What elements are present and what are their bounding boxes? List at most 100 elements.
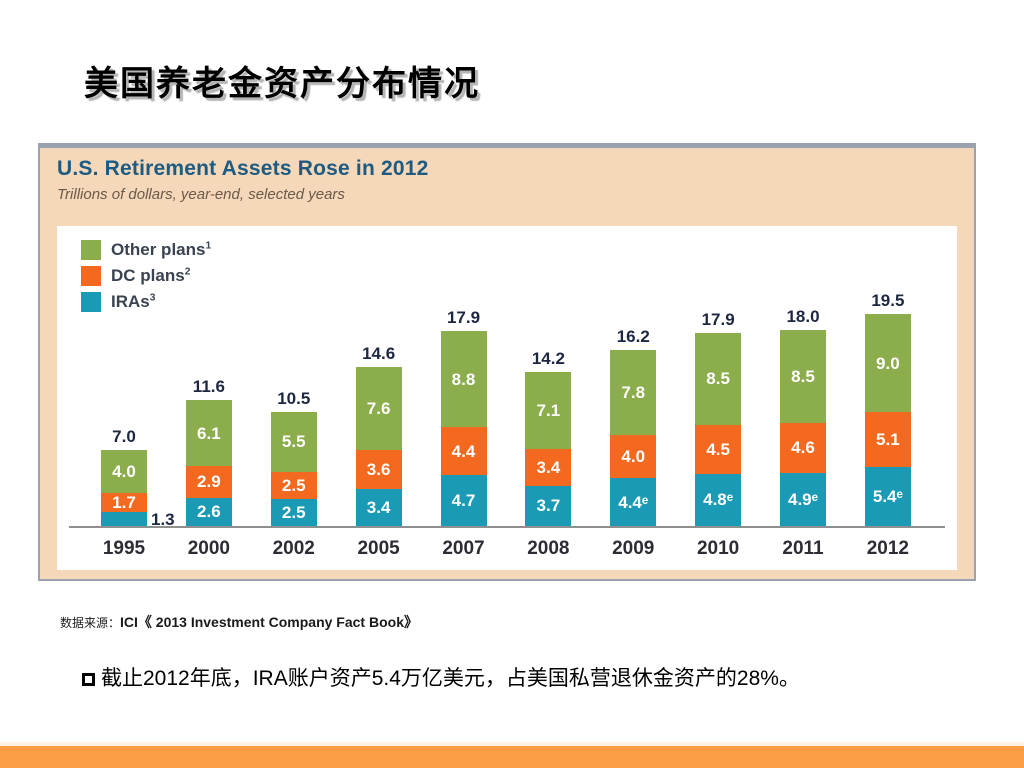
legend-swatch-other-plans <box>81 240 101 260</box>
chart-plot-area: Other plans1 DC plans2 IRAs3 7.0 4.0 1.7 1.3 1… <box>57 226 957 570</box>
year-label-1995: 1995 <box>102 538 146 559</box>
bar-stack-2002: 5.5 2.5 2.5 <box>270 411 317 526</box>
segment-value-label: 4.7 <box>451 490 476 510</box>
segment-value-label: 4.0 <box>621 446 646 466</box>
bar-segment-dc-plans-2012: 5.1 <box>864 411 911 468</box>
total-label-2011: 18.0 <box>786 307 820 327</box>
footer-accent-bar <box>0 742 1024 768</box>
segment-value-label: 7.1 <box>536 400 561 420</box>
total-label-2000: 11.6 <box>192 376 225 396</box>
total-label-2010: 17.9 <box>701 309 735 329</box>
total-label-2009: 16.2 <box>616 326 650 346</box>
segment-value-label: 4.4ᵉ <box>618 492 649 512</box>
bar-stack-2007: 8.8 4.4 4.7 <box>440 331 487 526</box>
bar-segment-other-plans-2011: 8.5 <box>780 330 826 423</box>
slide-title: 美国养老金资产分布情况 <box>84 64 480 104</box>
legend-item-iras: IRAs3 <box>81 292 211 312</box>
total-label-2007: 17.9 <box>446 308 481 328</box>
segment-value-label: 3.4 <box>536 457 561 477</box>
segment-value-label: 3.4 <box>366 498 391 517</box>
bar-segment-iras-2002: 2.5 <box>270 498 317 526</box>
year-cell-1995: 1995 <box>101 538 147 560</box>
segment-value-label: 1.3 <box>151 510 175 529</box>
segment-value-label: 4.9ᵉ <box>787 489 819 509</box>
year-label-2012: 2012 <box>866 538 910 559</box>
bar-segment-other-plans-2010: 8.5 <box>695 332 742 425</box>
year-label-2000: 2000 <box>187 538 231 559</box>
year-cell-2011: 2011 <box>780 538 826 560</box>
total-label-2008: 14.2 <box>531 348 565 368</box>
segment-value-label: 2.6 <box>197 502 221 522</box>
segment-value-label: 2.9 <box>197 472 221 492</box>
total-label-2012: 19.5 <box>871 291 905 311</box>
bar-segment-dc-plans-2008: 3.4 <box>525 448 572 486</box>
segment-value-label: 2.5 <box>281 502 306 522</box>
bar-column-2010: 17.9 8.5 4.5 4.8ᵉ <box>695 309 742 526</box>
segment-value-label: 2.5 <box>281 475 306 495</box>
bar-segment-other-plans-2008: 7.1 <box>525 371 572 449</box>
bar-segment-dc-plans-2009: 4.0 <box>610 434 657 479</box>
year-cell-2007: 2007 <box>441 538 487 560</box>
segment-value-label: 8.5 <box>706 369 730 389</box>
bar-segment-iras-2010: 4.8ᵉ <box>695 473 742 526</box>
chart-legend: Other plans1 DC plans2 IRAs3 <box>81 240 211 318</box>
legend-label-iras: IRAs3 <box>111 292 156 311</box>
x-axis-line <box>69 526 945 528</box>
bar-column-2000: 11.6 6.1 2.9 2.6 <box>185 376 232 526</box>
bar-segment-other-plans-2002: 5.5 <box>270 411 317 472</box>
data-source-line: 数据来源：ICI《 2013 Investment Company Fact B… <box>60 612 418 632</box>
segment-value-label: 5.1 <box>876 430 900 450</box>
bar-stack-2008: 7.1 3.4 3.7 <box>525 371 572 526</box>
legend-item-other-plans: Other plans1 <box>81 240 211 260</box>
bar-segment-iras-2009: 4.4ᵉ <box>610 478 657 526</box>
bar-stack-1995: 4.0 1.7 1.3 <box>101 449 175 528</box>
bar-stack-2000: 6.1 2.9 2.6 <box>185 399 232 526</box>
chart-title: U.S. Retirement Assets Rose in 2012 <box>57 157 429 180</box>
bar-segment-dc-plans-2000: 2.9 <box>185 466 232 498</box>
bar-segment-iras-2000: 2.6 <box>185 497 232 526</box>
year-label-2002: 2002 <box>272 538 315 559</box>
data-source-text: ICI《 2013 Investment Company Fact Book》 <box>120 614 418 630</box>
bar-segment-iras-2005: 3.4 <box>355 489 402 526</box>
bullet-text: 截止2012年底，IRA账户资产5.4万亿美元，占美国私营退休金资产的28%。 <box>101 667 800 690</box>
bar-column-2008: 14.2 7.1 3.4 3.7 <box>525 348 572 526</box>
chart-subtitle: Trillions of dollars, year-end, selected… <box>57 186 345 203</box>
bar-segment-iras-2008: 3.7 <box>525 485 572 526</box>
bar-stack-2011: 8.5 4.6 4.9ᵉ <box>780 330 826 526</box>
year-cell-2008: 2008 <box>525 538 571 560</box>
year-label-2005: 2005 <box>357 538 400 559</box>
bar-column-2009: 16.2 7.8 4.0 4.4ᵉ <box>610 326 657 526</box>
segment-value-label: 6.1 <box>197 423 221 443</box>
year-label-2010: 2010 <box>696 538 740 559</box>
segment-value-label: 1.7 <box>112 493 136 513</box>
bar-segment-other-plans-1995: 4.0 <box>101 449 147 494</box>
segment-value-label: 7.8 <box>621 382 646 402</box>
year-cell-2000: 2000 <box>186 538 232 560</box>
chart-figure: U.S. Retirement Assets Rose in 2012 Tril… <box>38 143 976 581</box>
data-source-prefix: 数据来源： <box>60 616 121 630</box>
segment-value-label: 4.8ᵉ <box>703 490 734 510</box>
year-label-2009: 2009 <box>612 538 655 559</box>
legend-swatch-dc-plans <box>81 266 101 286</box>
legend-label-dc-plans: DC plans2 <box>111 266 191 285</box>
bar-column-1995: 7.0 4.0 1.7 1.3 <box>101 427 175 528</box>
x-axis-labels: 1995 2000 2002 2005 2007 2008 2009 2010 2011 2012 <box>57 538 957 560</box>
segment-value-label: 3.6 <box>366 459 391 479</box>
bar-stack-2005: 7.6 3.6 3.4 <box>355 367 402 526</box>
bar-segment-other-plans-2009: 7.8 <box>610 349 657 435</box>
segment-value-label: 9.0 <box>876 353 900 373</box>
legend-label-other-plans: Other plans1 <box>111 240 212 259</box>
bar-segment-dc-plans-2011: 4.6 <box>780 422 826 473</box>
bar-segment-dc-plans-2010: 4.5 <box>695 424 742 474</box>
bar-segment-iras-2007: 4.7 <box>440 474 487 526</box>
segment-value-label: 4.6 <box>791 438 815 458</box>
bar-column-2007: 17.9 8.8 4.4 4.7 <box>440 308 487 526</box>
segment-value-label: 8.8 <box>451 369 476 389</box>
bullet-line: 截止2012年底，IRA账户资产5.4万亿美元，占美国私营退休金资产的28%。 <box>82 662 800 692</box>
total-label-2005: 14.6 <box>362 344 396 364</box>
bar-segment-dc-plans-2007: 4.4 <box>440 427 487 475</box>
year-cell-2009: 2009 <box>610 538 656 560</box>
bar-stack-2009: 7.8 4.0 4.4ᵉ <box>610 349 657 526</box>
segment-value-label: 4.5 <box>706 439 730 459</box>
year-cell-2012: 2012 <box>865 538 911 560</box>
